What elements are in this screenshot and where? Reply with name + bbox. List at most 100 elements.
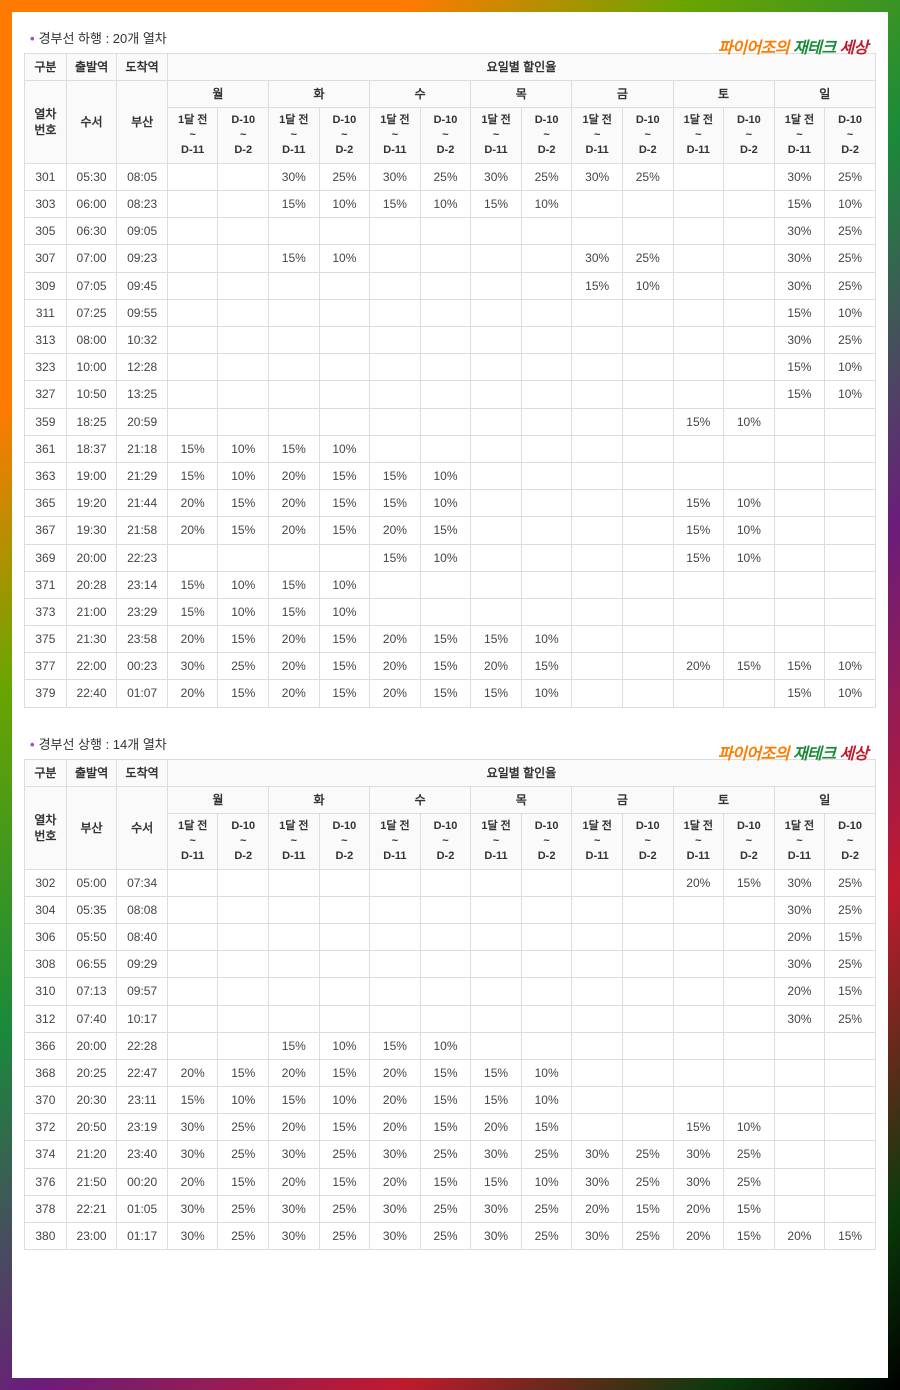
table-row: 32310:0012:2815%10%: [25, 354, 876, 381]
cell-discount: [774, 462, 825, 489]
cell-discount: 15%: [167, 598, 218, 625]
cell-discount: [724, 354, 775, 381]
cell-discount: 25%: [622, 245, 673, 272]
cell-dep-time: 05:30: [66, 163, 117, 190]
table-row: 30907:0509:4515%10%30%25%: [25, 272, 876, 299]
cell-discount: 15%: [673, 408, 724, 435]
cell-dep-time: 07:05: [66, 272, 117, 299]
cell-arr-time: 00:23: [117, 653, 168, 680]
cell-discount: [167, 163, 218, 190]
cell-discount: [319, 951, 370, 978]
cell-discount: [370, 408, 421, 435]
cell-discount: [218, 869, 269, 896]
cell-train-no: 373: [25, 598, 67, 625]
cell-discount: 20%: [370, 517, 421, 544]
cell-discount: [572, 354, 623, 381]
cell-train-no: 303: [25, 191, 67, 218]
cell-discount: [218, 245, 269, 272]
cell-discount: 15%: [370, 462, 421, 489]
cell-discount: 15%: [370, 544, 421, 571]
cell-discount: [218, 544, 269, 571]
cell-discount: [370, 869, 421, 896]
cell-arr-time: 07:34: [117, 869, 168, 896]
cell-discount: [572, 680, 623, 707]
hdr-day: 화: [269, 81, 370, 108]
cell-discount: [673, 245, 724, 272]
cell-train-no: 302: [25, 869, 67, 896]
cell-discount: [269, 1005, 320, 1032]
cell-discount: [724, 626, 775, 653]
cell-discount: 15%: [319, 1168, 370, 1195]
cell-discount: 10%: [319, 245, 370, 272]
cell-discount: [673, 1005, 724, 1032]
cell-discount: 25%: [521, 1141, 572, 1168]
cell-discount: [572, 1005, 623, 1032]
cell-discount: 25%: [825, 218, 876, 245]
table-row: 36620:0022:2815%10%15%10%: [25, 1032, 876, 1059]
cell-discount: [825, 490, 876, 517]
cell-discount: [572, 978, 623, 1005]
cell-discount: 30%: [471, 1141, 522, 1168]
cell-discount: [471, 544, 522, 571]
cell-discount: [319, 1005, 370, 1032]
cell-discount: [370, 354, 421, 381]
cell-discount: 30%: [572, 1141, 623, 1168]
section-2: 파이어조의 재테크 세상 •경부선 상행 : 14개 열차 구분출발역도착역요일…: [24, 734, 876, 1251]
cell-discount: 15%: [420, 680, 471, 707]
cell-discount: [471, 490, 522, 517]
cell-discount: [471, 327, 522, 354]
cell-discount: [724, 163, 775, 190]
cell-discount: [572, 1087, 623, 1114]
cell-discount: 25%: [825, 327, 876, 354]
cell-discount: 30%: [774, 951, 825, 978]
cell-discount: 30%: [167, 1223, 218, 1250]
cell-discount: [269, 354, 320, 381]
cell-discount: [825, 435, 876, 462]
cell-discount: [218, 408, 269, 435]
cell-discount: [521, 1005, 572, 1032]
hdr-period-early: 1달 전~D-11: [673, 108, 724, 164]
cell-discount: [521, 218, 572, 245]
cell-discount: [673, 896, 724, 923]
cell-discount: [319, 299, 370, 326]
hdr-day: 월: [167, 786, 268, 813]
cell-dep-time: 07:25: [66, 299, 117, 326]
cell-discount: [370, 598, 421, 625]
cell-discount: [673, 598, 724, 625]
cell-discount: [673, 381, 724, 408]
cell-discount: [319, 354, 370, 381]
cell-train-no: 308: [25, 951, 67, 978]
cell-discount: [724, 680, 775, 707]
cell-discount: 10%: [319, 435, 370, 462]
cell-discount: [167, 869, 218, 896]
table-row: 36118:3721:1815%10%15%10%: [25, 435, 876, 462]
cell-discount: 10%: [319, 1032, 370, 1059]
hdr-period-early: 1달 전~D-11: [269, 814, 320, 870]
cell-discount: 25%: [218, 1141, 269, 1168]
cell-train-no: 379: [25, 680, 67, 707]
cell-discount: [319, 272, 370, 299]
cell-discount: 10%: [622, 272, 673, 299]
cell-discount: [521, 327, 572, 354]
table-row: 36319:0021:2915%10%20%15%15%10%: [25, 462, 876, 489]
cell-train-no: 367: [25, 517, 67, 544]
bullet-icon: •: [30, 31, 35, 46]
cell-discount: [825, 598, 876, 625]
cell-discount: 30%: [673, 1168, 724, 1195]
cell-discount: [572, 327, 623, 354]
table-row: 30506:3009:0530%25%: [25, 218, 876, 245]
cell-discount: [167, 354, 218, 381]
cell-discount: [572, 544, 623, 571]
cell-discount: [673, 923, 724, 950]
cell-discount: [622, 490, 673, 517]
cell-discount: 15%: [319, 626, 370, 653]
cell-discount: 15%: [269, 435, 320, 462]
cell-discount: 15%: [471, 680, 522, 707]
cell-discount: [622, 191, 673, 218]
cell-discount: [724, 1032, 775, 1059]
cell-discount: [370, 923, 421, 950]
cell-discount: [622, 571, 673, 598]
cell-discount: [724, 1087, 775, 1114]
table-row: 31007:1309:5720%15%: [25, 978, 876, 1005]
cell-arr-time: 01:17: [117, 1223, 168, 1250]
